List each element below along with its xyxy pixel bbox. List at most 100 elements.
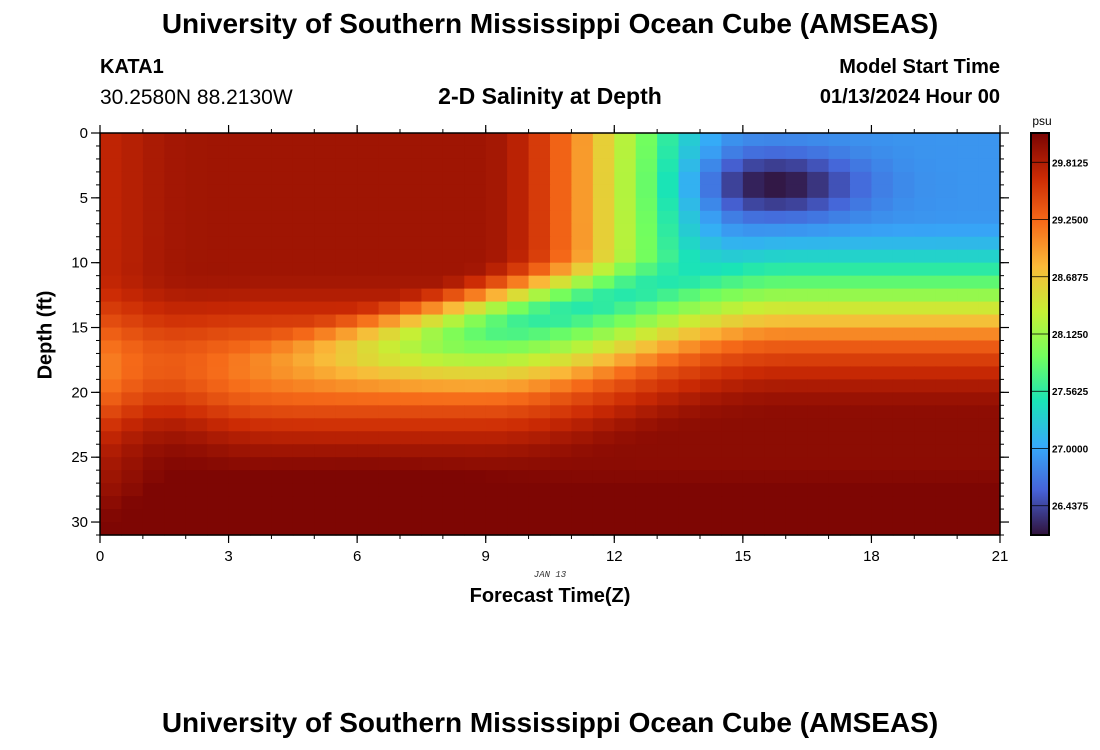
heatmap-cell <box>785 314 808 329</box>
heatmap-cell <box>485 353 508 368</box>
heatmap-cell <box>164 288 187 303</box>
heatmap-cell <box>442 133 465 147</box>
heatmap-cell <box>850 483 873 497</box>
heatmap-cell <box>807 184 830 199</box>
heatmap-cell <box>592 301 615 316</box>
heatmap-cell <box>357 431 380 445</box>
heatmap-cell <box>485 236 508 251</box>
heatmap-cell <box>785 522 808 536</box>
heatmap-cell <box>464 379 487 393</box>
heatmap-cell <box>550 210 573 225</box>
heatmap-cell <box>721 275 744 290</box>
heatmap-cell <box>635 418 658 432</box>
heatmap-cell <box>271 509 294 523</box>
heatmap-cell <box>314 509 337 523</box>
heatmap-cell <box>357 145 380 160</box>
heatmap-cell <box>657 275 680 290</box>
heatmap-cell <box>850 249 873 264</box>
heatmap-cell <box>121 379 144 393</box>
heatmap-cell <box>314 288 337 303</box>
heatmap-cell <box>571 158 594 173</box>
heatmap-cell <box>421 444 444 458</box>
heatmap-cell <box>378 262 401 277</box>
heatmap-cell <box>871 405 894 419</box>
heatmap-cell <box>828 470 851 484</box>
heatmap-cell <box>207 431 230 445</box>
heatmap-cell <box>164 444 187 458</box>
heatmap-cell <box>764 275 787 290</box>
heatmap-cell <box>271 236 294 251</box>
heatmap-cell <box>957 340 980 355</box>
heatmap-cell <box>464 366 487 380</box>
heatmap-cell <box>742 262 765 277</box>
heatmap-cell <box>785 392 808 406</box>
x-tick-label: 9 <box>482 548 490 565</box>
heatmap-cell <box>121 366 144 380</box>
heatmap-cell <box>957 418 980 432</box>
heatmap-cell <box>485 418 508 432</box>
heatmap-cell <box>164 392 187 406</box>
heatmap-cell <box>571 496 594 510</box>
heatmap-cell <box>828 353 851 368</box>
heatmap-cell <box>378 418 401 432</box>
heatmap-cell <box>871 509 894 523</box>
heatmap-cell <box>442 418 465 432</box>
heatmap-cell <box>250 509 273 523</box>
heatmap-cell <box>550 509 573 523</box>
heatmap-cell <box>335 418 358 432</box>
heatmap-cell <box>550 457 573 471</box>
heatmap-cell <box>400 314 423 329</box>
heatmap-cell <box>721 340 744 355</box>
heatmap-cell <box>121 340 144 355</box>
heatmap-cell <box>657 496 680 510</box>
heatmap-cell <box>935 301 958 316</box>
heatmap-cell <box>850 496 873 510</box>
heatmap-cell <box>121 301 144 316</box>
heatmap-cell <box>185 457 208 471</box>
heatmap-cell <box>657 457 680 471</box>
heatmap-cell <box>550 249 573 264</box>
heatmap-cell <box>100 133 123 147</box>
station-coordinates: 30.2580N 88.2130W <box>100 86 293 109</box>
heatmap-cell <box>228 223 251 238</box>
heatmap-cell <box>142 418 165 432</box>
heatmap-cell <box>442 457 465 471</box>
heatmap-cell <box>121 444 144 458</box>
heatmap-cell <box>657 327 680 342</box>
heatmap-cell <box>292 379 315 393</box>
heatmap-cell <box>571 236 594 251</box>
heatmap-cell <box>614 249 637 264</box>
heatmap-cell <box>421 379 444 393</box>
heatmap-cell <box>400 301 423 316</box>
heatmap-cell <box>550 327 573 342</box>
heatmap-cell <box>700 301 723 316</box>
heatmap-cell <box>228 483 251 497</box>
heatmap-cell <box>742 275 765 290</box>
heatmap-cell <box>100 223 123 238</box>
heatmap-cell <box>828 431 851 445</box>
heatmap-cell <box>507 444 530 458</box>
heatmap-cell <box>271 171 294 186</box>
heatmap-cell <box>100 405 123 419</box>
heatmap-cell <box>464 133 487 147</box>
heatmap-cell <box>421 210 444 225</box>
heatmap-cell <box>850 340 873 355</box>
heatmap-cell <box>678 418 701 432</box>
heatmap-cell <box>378 145 401 160</box>
heatmap-cell <box>485 210 508 225</box>
heatmap-cell <box>571 275 594 290</box>
heatmap-cell <box>828 405 851 419</box>
heatmap-cell <box>742 353 765 368</box>
heatmap-cell <box>892 197 915 212</box>
heatmap-cell <box>400 262 423 277</box>
heatmap-cell <box>357 184 380 199</box>
heatmap-cell <box>635 197 658 212</box>
heatmap-cell <box>207 483 230 497</box>
heatmap-cell <box>442 314 465 329</box>
heatmap-cell <box>700 158 723 173</box>
heatmap-cell <box>828 392 851 406</box>
heatmap-cell <box>721 171 744 186</box>
heatmap-cell <box>228 522 251 536</box>
heatmap-cell <box>871 275 894 290</box>
heatmap-cell <box>442 522 465 536</box>
